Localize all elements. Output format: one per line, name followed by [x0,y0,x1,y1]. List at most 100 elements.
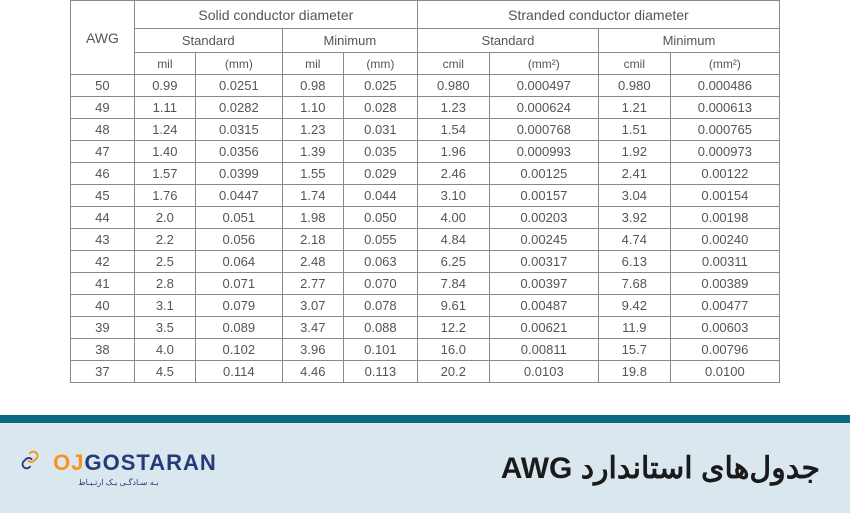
table-row: 384.00.1023.960.10116.00.0081115.70.0079… [71,339,780,361]
value-cell: 0.078 [343,295,417,317]
unit-header: mil [134,53,195,75]
value-cell: 3.47 [282,317,343,339]
unit-header: (mm²) [489,53,598,75]
unit-header: (mm) [195,53,282,75]
value-cell: 2.41 [598,163,670,185]
value-cell: 4.46 [282,361,343,383]
value-cell: 0.99 [134,75,195,97]
value-cell: 0.000486 [670,75,779,97]
value-cell: 4.84 [417,229,489,251]
awg-cell: 44 [71,207,135,229]
value-cell: 1.96 [417,141,489,163]
awg-cell: 46 [71,163,135,185]
value-cell: 6.25 [417,251,489,273]
logo-oj: OJ [53,450,84,475]
value-cell: 0.0447 [195,185,282,207]
value-cell: 4.5 [134,361,195,383]
sub-standard-2: Standard [417,29,598,53]
value-cell: 0.00154 [670,185,779,207]
value-cell: 0.000765 [670,119,779,141]
value-cell: 0.00487 [489,295,598,317]
value-cell: 2.46 [417,163,489,185]
value-cell: 0.000497 [489,75,598,97]
unit-header: (mm) [343,53,417,75]
value-cell: 0.980 [417,75,489,97]
value-cell: 2.8 [134,273,195,295]
value-cell: 0.070 [343,273,417,295]
value-cell: 12.2 [417,317,489,339]
value-cell: 1.23 [282,119,343,141]
value-cell: 6.13 [598,251,670,273]
value-cell: 20.2 [417,361,489,383]
value-cell: 3.07 [282,295,343,317]
value-cell: 2.2 [134,229,195,251]
value-cell: 2.5 [134,251,195,273]
divider-bar [0,415,850,423]
value-cell: 0.00397 [489,273,598,295]
value-cell: 11.9 [598,317,670,339]
awg-cell: 37 [71,361,135,383]
value-cell: 0.00198 [670,207,779,229]
value-cell: 0.050 [343,207,417,229]
value-cell: 0.101 [343,339,417,361]
table-row: 471.400.03561.390.0351.960.0009931.920.0… [71,141,780,163]
value-cell: 1.98 [282,207,343,229]
value-cell: 0.980 [598,75,670,97]
value-cell: 0.071 [195,273,282,295]
value-cell: 0.00157 [489,185,598,207]
sub-standard-1: Standard [134,29,282,53]
table-row: 393.50.0893.470.08812.20.0062111.90.0060… [71,317,780,339]
link-icon [20,450,40,476]
value-cell: 15.7 [598,339,670,361]
value-cell: 1.10 [282,97,343,119]
awg-cell: 41 [71,273,135,295]
unit-header: (mm²) [670,53,779,75]
awg-cell: 48 [71,119,135,141]
value-cell: 0.102 [195,339,282,361]
value-cell: 0.029 [343,163,417,185]
group-stranded: Stranded conductor diameter [417,1,779,29]
awg-cell: 43 [71,229,135,251]
value-cell: 2.18 [282,229,343,251]
value-cell: 0.00240 [670,229,779,251]
table-container: AWG Solid conductor diameter Stranded co… [0,0,850,415]
value-cell: 0.0251 [195,75,282,97]
value-cell: 2.0 [134,207,195,229]
sub-minimum-2: Minimum [598,29,779,53]
table-body: 500.990.02510.980.0250.9800.0004970.9800… [71,75,780,383]
value-cell: 1.54 [417,119,489,141]
value-cell: 4.00 [417,207,489,229]
table-row: 500.990.02510.980.0250.9800.0004970.9800… [71,75,780,97]
value-cell: 3.92 [598,207,670,229]
awg-cell: 40 [71,295,135,317]
value-cell: 1.40 [134,141,195,163]
value-cell: 0.0356 [195,141,282,163]
value-cell: 1.92 [598,141,670,163]
value-cell: 1.55 [282,163,343,185]
value-cell: 19.8 [598,361,670,383]
unit-header: mil [282,53,343,75]
value-cell: 1.76 [134,185,195,207]
value-cell: 0.056 [195,229,282,251]
value-cell: 0.00796 [670,339,779,361]
value-cell: 0.000624 [489,97,598,119]
value-cell: 0.00603 [670,317,779,339]
group-solid: Solid conductor diameter [134,1,417,29]
value-cell: 1.39 [282,141,343,163]
value-cell: 0.044 [343,185,417,207]
value-cell: 2.77 [282,273,343,295]
awg-cell: 42 [71,251,135,273]
table-unit-row: mil(mm)mil(mm)cmil(mm²)cmil(mm²) [71,53,780,75]
value-cell: 3.96 [282,339,343,361]
value-cell: 0.00389 [670,273,779,295]
value-cell: 0.00125 [489,163,598,185]
logo-subtitle: بـه سـادگـی یـک ارتـبـاط [78,478,158,487]
value-cell: 0.000973 [670,141,779,163]
table-row: 461.570.03991.550.0292.460.001252.410.00… [71,163,780,185]
value-cell: 0.00122 [670,163,779,185]
value-cell: 0.028 [343,97,417,119]
value-cell: 7.84 [417,273,489,295]
value-cell: 1.24 [134,119,195,141]
value-cell: 0.113 [343,361,417,383]
value-cell: 0.025 [343,75,417,97]
